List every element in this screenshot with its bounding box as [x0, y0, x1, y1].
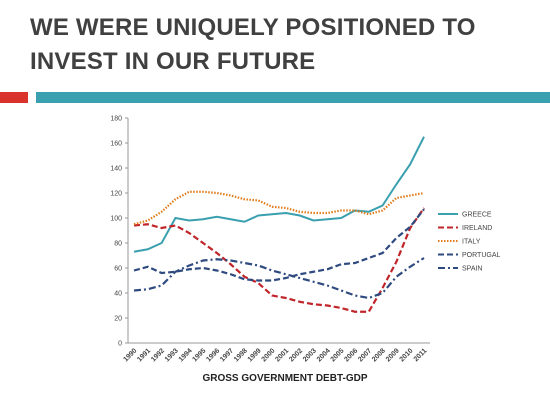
x-tick-label: 1999: [247, 347, 263, 363]
y-tick-label: 140: [110, 166, 122, 173]
slide-title: INVEST IN OUR FUTURE: [30, 48, 316, 75]
y-tick-label: 120: [110, 191, 122, 198]
x-tick-label: 2000: [261, 347, 277, 363]
x-tick-label: 1997: [219, 347, 235, 363]
legend-label: GREECE: [462, 212, 492, 219]
y-tick-label: 0: [118, 341, 122, 348]
series-line: [133, 207, 425, 313]
slide-title: WE WERE UNIQUELY POSITIONED TO: [30, 14, 476, 41]
y-tick-label: 20: [114, 316, 122, 323]
legend-label: ITALY: [462, 239, 481, 246]
x-tick-label: 2001: [274, 347, 290, 363]
x-tick-label: 2005: [330, 347, 346, 363]
series-line: [133, 190, 425, 226]
x-tick-label: 2004: [316, 347, 332, 363]
y-tick-label: 60: [114, 266, 122, 273]
series-line: [133, 136, 425, 253]
x-tick-label: 1996: [205, 347, 221, 363]
x-tick-label: 2008: [371, 347, 387, 363]
x-tick-label: 1995: [191, 347, 207, 363]
y-tick-label: 80: [114, 241, 122, 248]
legend-label: PORTUGAL: [462, 252, 500, 259]
x-tick-label: 1991: [136, 347, 152, 363]
x-axis-title: GROSS GOVERNMENT DEBT-GDP: [202, 373, 367, 384]
x-tick-label: 2002: [288, 347, 304, 363]
legend-label: IRELAND: [462, 225, 492, 232]
x-tick-label: 2009: [385, 347, 401, 363]
series-line: [133, 208, 425, 282]
x-tick-label: 1994: [178, 347, 194, 363]
x-tick-label: 1993: [164, 347, 180, 363]
x-tick-label: 2010: [399, 347, 415, 363]
y-tick-label: 180: [110, 116, 122, 123]
x-tick-label: 1990: [122, 347, 138, 363]
legend-label: SPAIN: [462, 266, 483, 273]
x-tick-label: 2003: [302, 347, 318, 363]
x-tick-label: 2011: [413, 347, 429, 363]
x-tick-label: 1992: [150, 347, 166, 363]
y-tick-label: 40: [114, 291, 122, 298]
x-tick-label: 1998: [233, 347, 249, 363]
x-tick-label: 2007: [357, 347, 373, 363]
y-tick-label: 160: [110, 141, 122, 148]
accent-bar: [0, 92, 28, 103]
accent-bar: [36, 92, 550, 103]
y-tick-label: 100: [110, 216, 122, 223]
x-tick-label: 2006: [343, 347, 359, 363]
series-line: [133, 257, 425, 300]
